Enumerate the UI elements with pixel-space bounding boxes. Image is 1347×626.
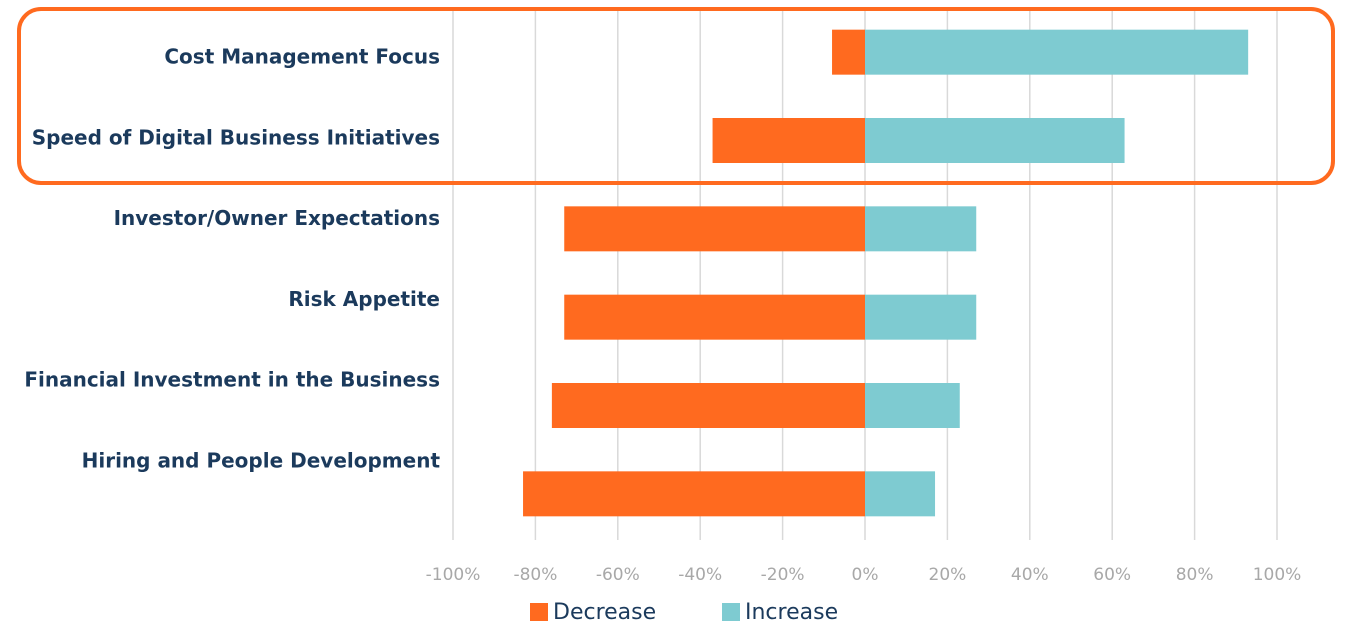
grid <box>452 10 1278 540</box>
y-tick-label: Investor/Owner Expectations <box>114 206 440 230</box>
x-tick-label: -100% <box>426 565 481 585</box>
legend-swatch <box>530 603 548 621</box>
bar <box>523 471 865 517</box>
bar <box>865 471 936 517</box>
x-tick-label: -40% <box>678 565 722 585</box>
bar <box>865 383 960 428</box>
x-tick-label: 100% <box>1253 565 1302 585</box>
x-tick-label: 0% <box>852 565 879 585</box>
x-tick-label: 20% <box>929 565 967 585</box>
bar <box>564 294 865 340</box>
legend-swatch <box>722 603 740 621</box>
bar <box>865 29 1249 75</box>
bar <box>712 118 865 163</box>
highlight-box <box>17 7 1335 185</box>
y-tick-label: Risk Appetite <box>288 287 440 311</box>
x-tick-label: -60% <box>596 565 640 585</box>
bar <box>832 29 865 75</box>
legend-label: Decrease <box>553 600 656 625</box>
x-tick-label: 80% <box>1176 565 1214 585</box>
legend-label: Increase <box>745 600 838 625</box>
x-tick-label: 40% <box>1011 565 1049 585</box>
y-tick-label: Speed of Digital Business Initiatives <box>32 125 440 149</box>
y-tick-label: Financial Investment in the Business <box>24 368 440 392</box>
bar <box>865 294 977 340</box>
x-tick-label: 60% <box>1093 565 1131 585</box>
bar <box>564 206 865 252</box>
bar <box>551 383 865 428</box>
x-tick-label: -80% <box>513 565 557 585</box>
y-tick-label: Cost Management Focus <box>164 45 440 69</box>
y-tick-label: Hiring and People Development <box>82 449 441 473</box>
bar <box>865 118 1125 163</box>
x-tick-label: -20% <box>761 565 805 585</box>
bar <box>865 206 977 252</box>
